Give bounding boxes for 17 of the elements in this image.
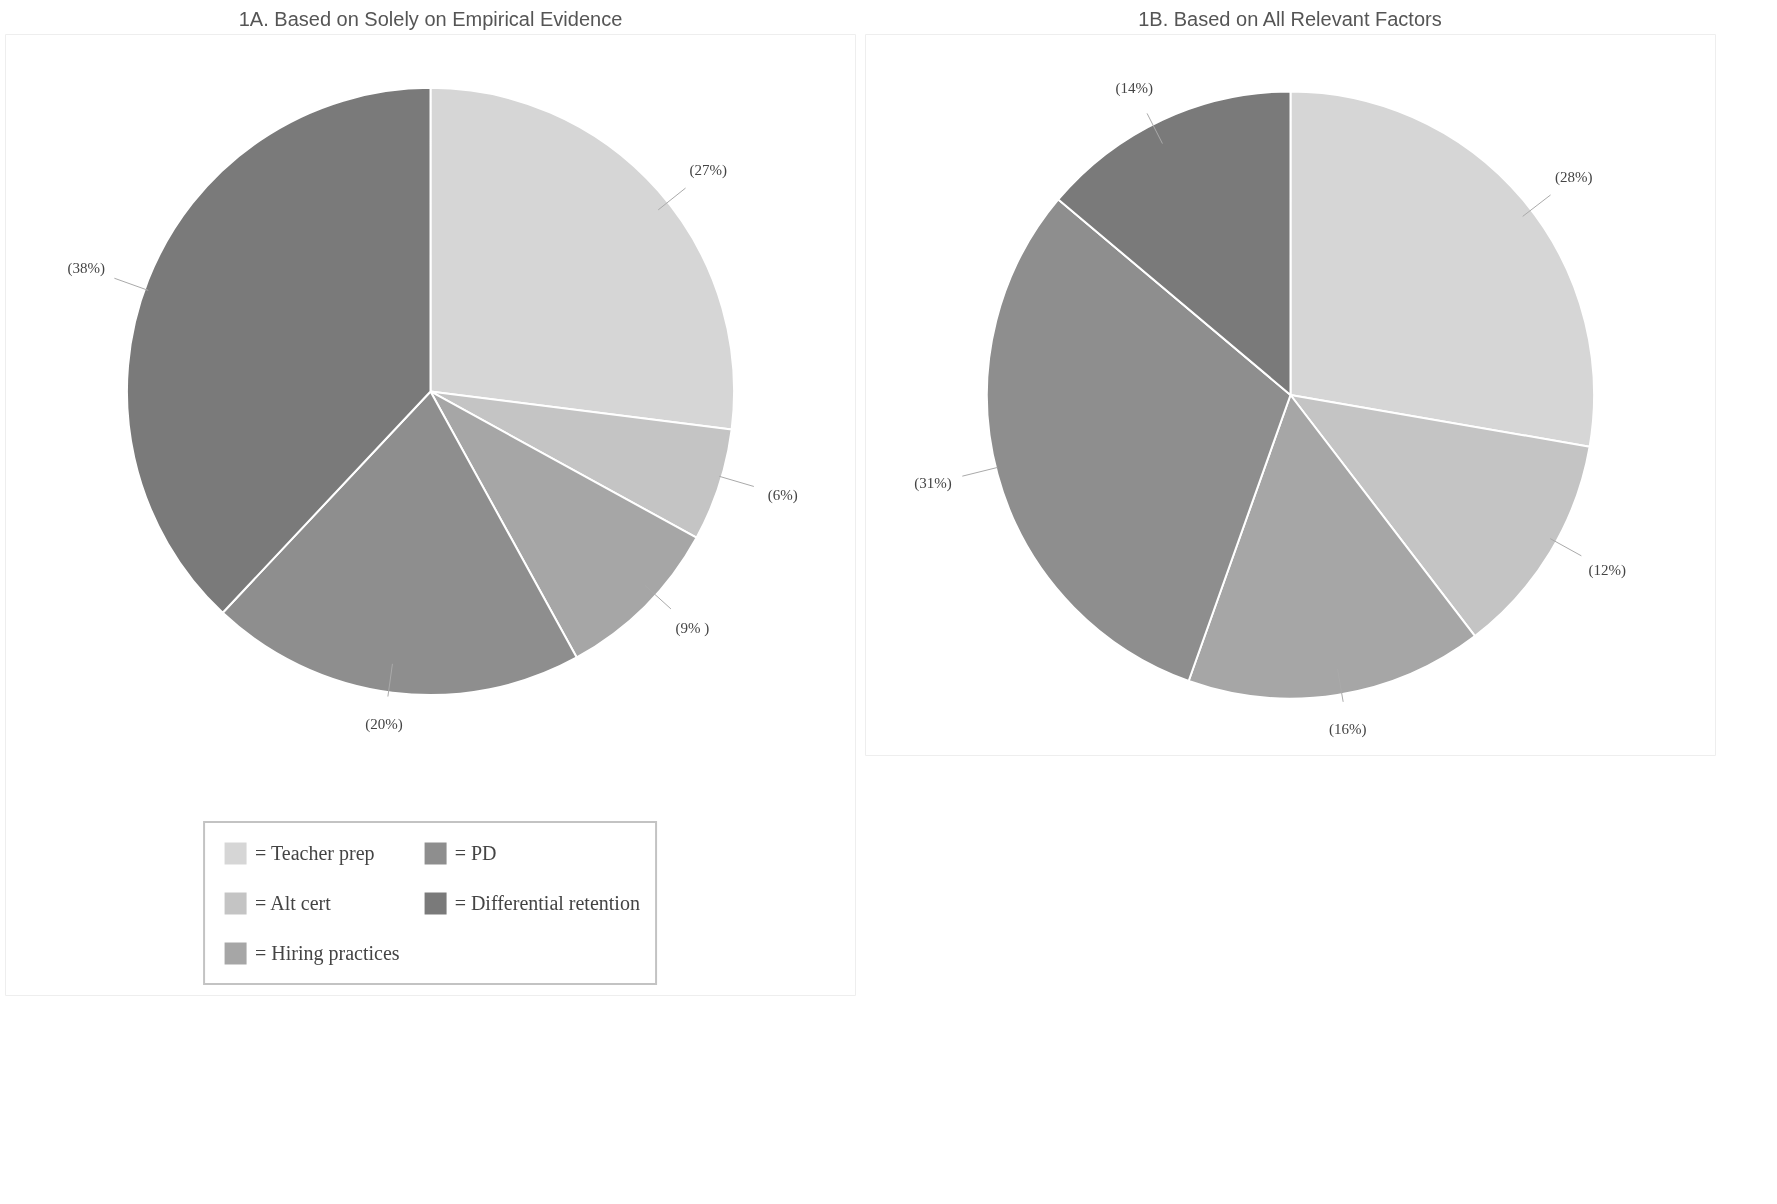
legend-label: = Hiring practices xyxy=(255,941,400,965)
data-label: (27%) xyxy=(689,161,728,179)
legend-label: = PD xyxy=(454,841,497,865)
data-label: (12%) xyxy=(1588,562,1627,580)
data-label: (16%) xyxy=(1329,721,1367,739)
data-label: (28%) xyxy=(1555,169,1593,187)
data-label: (6%) xyxy=(767,486,798,504)
legend-label: = Alt cert xyxy=(255,891,331,915)
data-label: (31%) xyxy=(914,475,952,493)
data-label: (38%) xyxy=(67,260,105,278)
data-label: (20%) xyxy=(365,715,403,733)
chart-title: 1B. Based on All Relevant Factors xyxy=(1138,7,1442,30)
data-label: (14%) xyxy=(1115,80,1154,98)
chart-title: 1A. Based on Solely on Empirical Evidence xyxy=(238,7,623,30)
legend-label: = Differential retention xyxy=(454,891,640,915)
data-label: (9% ) xyxy=(675,620,710,638)
legend-label: = Teacher prep xyxy=(255,841,375,865)
